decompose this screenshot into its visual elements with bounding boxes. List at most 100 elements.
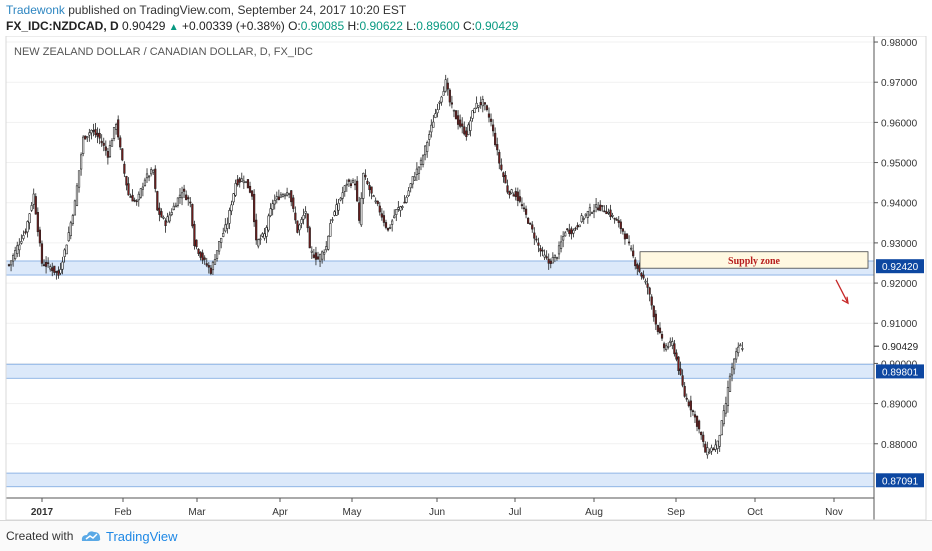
candle-body bbox=[479, 102, 482, 106]
candle-body bbox=[327, 235, 330, 250]
candle-body bbox=[137, 193, 140, 201]
y-tick-label: 0.88000 bbox=[881, 440, 918, 451]
candle-body bbox=[197, 248, 200, 254]
candle-body bbox=[40, 243, 44, 264]
candle-body bbox=[279, 194, 283, 198]
candle-body bbox=[566, 228, 569, 231]
author-link[interactable]: Tradewonk bbox=[6, 3, 65, 17]
chart-title: NEW ZEALAND DOLLAR / CANADIAN DOLLAR, D,… bbox=[14, 46, 313, 58]
candle-body bbox=[485, 105, 489, 111]
candle-body bbox=[706, 447, 709, 456]
candle-body bbox=[154, 168, 157, 189]
y-tick-label: 0.95000 bbox=[881, 159, 918, 170]
candle-body bbox=[331, 219, 334, 221]
candle-body bbox=[296, 220, 299, 233]
x-tick-label: Oct bbox=[747, 507, 763, 518]
candle-body bbox=[265, 227, 268, 237]
chart-header: Tradewonk published on TradingView.com, … bbox=[0, 0, 932, 36]
candle-body bbox=[726, 387, 730, 407]
candle-body bbox=[238, 178, 241, 183]
candle-body bbox=[644, 280, 647, 283]
candle-body bbox=[183, 188, 186, 192]
candle-body bbox=[110, 140, 114, 147]
candle-body bbox=[547, 258, 550, 264]
candle-body bbox=[669, 340, 672, 343]
y-tick-label: 0.97000 bbox=[881, 78, 918, 89]
open-label: O: bbox=[288, 19, 301, 33]
candle-body bbox=[473, 108, 476, 114]
triangle-up-icon: ▲ bbox=[168, 22, 179, 33]
candle-body bbox=[80, 154, 83, 170]
candle-body bbox=[353, 183, 357, 186]
candle-body bbox=[456, 115, 460, 125]
candle-body bbox=[187, 197, 190, 200]
candle-body bbox=[290, 190, 293, 203]
candle-body bbox=[259, 238, 262, 241]
candle-body bbox=[364, 174, 367, 178]
tradingview-brand[interactable]: TradingView bbox=[106, 529, 178, 544]
candle-body bbox=[333, 211, 336, 216]
candle-body bbox=[172, 205, 175, 211]
candle-body bbox=[446, 82, 449, 90]
candle-body bbox=[700, 431, 703, 436]
candle-body bbox=[642, 274, 645, 279]
candle-body bbox=[562, 236, 565, 241]
candle-body bbox=[611, 215, 614, 217]
candle-body bbox=[96, 132, 99, 137]
candle-body bbox=[366, 180, 369, 185]
candle-body bbox=[454, 110, 458, 120]
x-tick-label: Jul bbox=[509, 507, 522, 518]
candle-body bbox=[572, 229, 575, 234]
price-label: 0.87091 bbox=[882, 476, 919, 487]
candle-body bbox=[189, 201, 192, 204]
candle-body bbox=[481, 99, 484, 107]
plot-background bbox=[6, 36, 874, 520]
low-label: L: bbox=[406, 19, 417, 33]
candle-body bbox=[220, 237, 223, 243]
candle-body bbox=[483, 102, 486, 105]
candle-body bbox=[716, 440, 719, 449]
y-tick-label: 0.94000 bbox=[881, 199, 918, 210]
candle-body bbox=[601, 205, 604, 207]
candle-body bbox=[135, 200, 138, 203]
price-chart[interactable]: Supply zone NEW ZEALAND DOLLAR / CANADIA… bbox=[0, 36, 932, 520]
candle-body bbox=[541, 249, 544, 252]
candle-body bbox=[337, 202, 340, 211]
candle-body bbox=[141, 186, 145, 190]
candle-body bbox=[646, 283, 649, 288]
candle-body bbox=[735, 351, 738, 360]
candle-body bbox=[391, 220, 394, 225]
candle-body bbox=[12, 255, 15, 262]
candle-body bbox=[222, 233, 225, 237]
candle-body bbox=[471, 110, 474, 119]
candle-body bbox=[533, 232, 536, 239]
candle-body bbox=[531, 224, 534, 230]
candle-body bbox=[452, 109, 456, 112]
candle-body bbox=[67, 232, 70, 242]
candle-body bbox=[38, 229, 41, 244]
candle-body bbox=[224, 224, 227, 232]
candle-body bbox=[419, 159, 423, 165]
candle-body bbox=[362, 172, 365, 199]
candle-body bbox=[463, 126, 466, 135]
arrow-head-icon bbox=[841, 296, 849, 305]
candle-body bbox=[61, 261, 64, 270]
tradingview-logo-icon[interactable] bbox=[80, 528, 102, 544]
candle-body bbox=[399, 206, 402, 211]
price-change: +0.00339 (+0.38%) bbox=[182, 19, 285, 33]
candle-body bbox=[739, 344, 742, 347]
candle-body bbox=[123, 163, 126, 174]
open-value: 0.90085 bbox=[300, 19, 345, 33]
candle-body bbox=[312, 254, 315, 258]
candle-body bbox=[55, 271, 58, 273]
candle-body bbox=[673, 343, 676, 355]
candle-body bbox=[619, 221, 622, 230]
candle-body bbox=[407, 190, 410, 196]
candle-body bbox=[145, 173, 149, 179]
candle-body bbox=[648, 287, 651, 295]
candle-body bbox=[553, 254, 556, 258]
low-value: 0.89600 bbox=[416, 19, 460, 33]
candle-body bbox=[539, 248, 542, 252]
candle-body bbox=[529, 222, 532, 225]
candles bbox=[7, 74, 744, 459]
